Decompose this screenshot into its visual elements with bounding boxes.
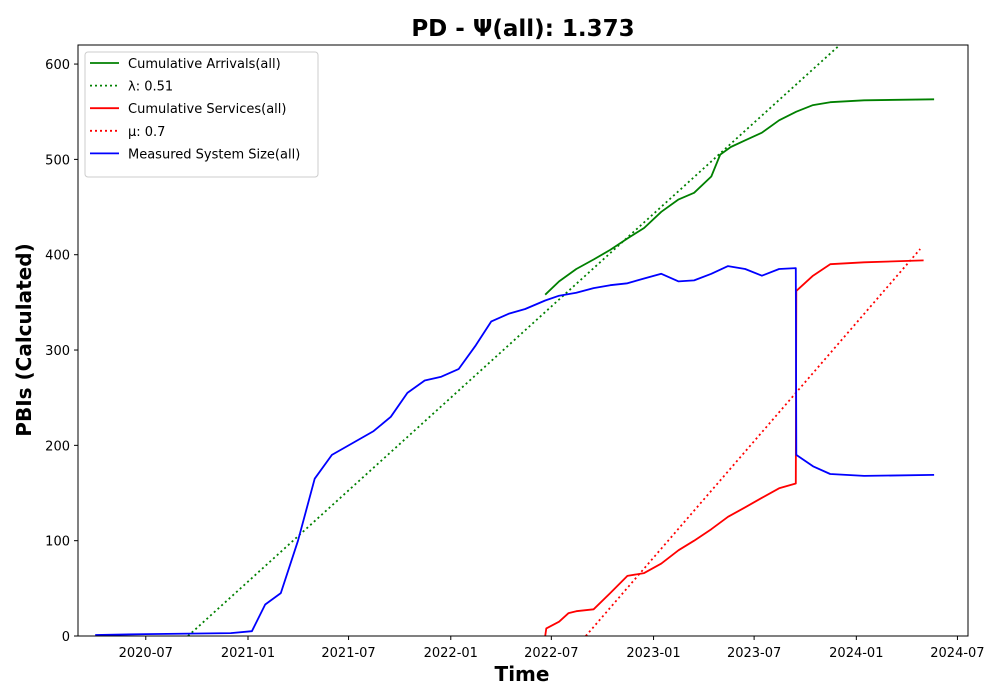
series-line-1	[187, 45, 841, 636]
legend-label: Cumulative Services(all)	[128, 102, 286, 117]
chart-title: PD - Ψ(all): 1.373	[411, 16, 634, 42]
x-tick-label: 2022-01	[424, 646, 478, 661]
x-tick-label: 2023-01	[626, 646, 680, 661]
y-tick-label: 500	[45, 153, 70, 168]
x-tick-label: 2022-07	[524, 646, 578, 661]
x-axis-title: Time	[495, 662, 550, 686]
x-tick-label: 2023-07	[727, 646, 781, 661]
y-tick-label: 0	[62, 630, 70, 645]
legend-label: Measured System Size(all)	[128, 147, 300, 162]
series-line-4	[95, 265, 935, 636]
legend: Cumulative Arrivals(all) λ: 0.51 Cumulativ…	[84, 51, 319, 178]
series-line-2	[544, 259, 924, 636]
legend-label: λ: 0.51	[128, 80, 173, 95]
x-tick-label: 2024-07	[930, 646, 984, 661]
y-tick-label: 200	[45, 439, 70, 454]
series-line-3	[585, 248, 921, 636]
x-tick-label: 2024-01	[829, 646, 883, 661]
series-line-0	[544, 98, 935, 296]
x-tick-label: 2021-01	[221, 646, 275, 661]
y-axis-title: PBIs (Calculated)	[12, 243, 36, 436]
y-axis: 0 100 200 300 400 500 600	[45, 58, 78, 645]
legend-label: Cumulative Arrivals(all)	[128, 57, 281, 72]
y-tick-label: 600	[45, 58, 70, 73]
y-tick-label: 300	[45, 344, 70, 359]
y-tick-label: 400	[45, 249, 70, 264]
x-axis: 2020-07 2021-01 2021-07 2022-01 2022-07 2023-…	[119, 636, 985, 661]
legend-box	[84, 51, 319, 178]
x-tick-label: 2021-07	[321, 646, 375, 661]
legend-label: μ: 0.7	[128, 125, 165, 140]
x-tick-label: 2020-07	[119, 646, 173, 661]
plot-frame	[77, 44, 969, 637]
series-layer	[95, 45, 935, 636]
y-tick-label: 100	[45, 535, 70, 550]
